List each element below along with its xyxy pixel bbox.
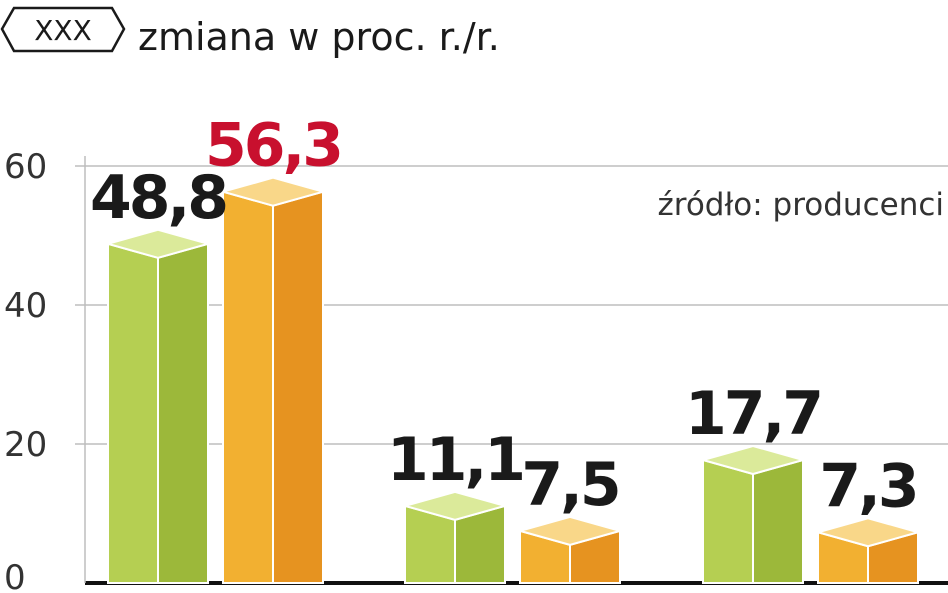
bar-s1-g1 [516,515,624,584]
bar-face-right [752,458,804,584]
y-tick-label-0: 0 [4,558,26,593]
bar-face-top [699,444,807,476]
y-axis-ticks: 0 20 40 60 [4,147,47,593]
bar-face-top [516,515,624,546]
y-tick-label-60: 60 [4,147,47,187]
y-tick-label-40: 40 [4,286,47,326]
bar-face-right [272,190,324,584]
data-label-s0-g0: 48,8 [90,163,226,233]
bar-face-right [157,242,209,584]
bar-s0-g2 [699,444,807,584]
bar-s0-g0 [104,228,212,584]
chart-subtitle: zmiana w proc. r./r. [138,15,500,59]
bar-face-top [219,176,327,207]
header-tag: XXX [34,14,92,47]
bar-face-left [107,242,159,584]
bar-face-top [814,517,922,548]
bar-face-left [702,458,754,584]
y-tick-label-20: 20 [4,425,47,465]
tag-hexagon-icon [0,6,126,53]
data-label-s1-g2: 7,3 [819,451,916,521]
data-labels: 48,8 11,1 17,7 56,3 7,5 7,3 [90,111,920,522]
data-label-s0-g1: 11,1 [387,425,523,495]
bars [104,176,922,584]
data-label-s1-g1: 7,5 [521,450,618,520]
data-label-s0-g2: 17,7 [685,379,821,449]
bar-s0-g1 [401,490,509,584]
source-note: źródło: producenci [657,187,944,223]
bar-face-top [104,228,212,259]
bar-face-top [401,490,509,521]
chart-header: XXX zmiana w proc. r./r. [0,6,500,59]
bar-s1-g2 [814,517,922,584]
bar-s1-g0 [219,176,327,584]
data-label-s1-g0: 56,3 [205,111,341,181]
bar-face-left [222,190,274,584]
